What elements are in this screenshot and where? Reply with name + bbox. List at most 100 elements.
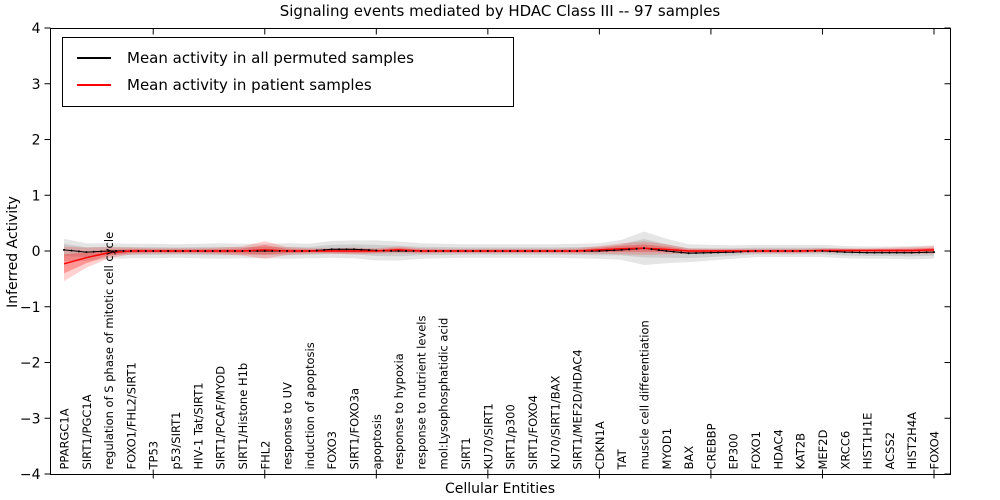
permuted-line-dot bbox=[442, 249, 445, 253]
permuted-line-dot bbox=[479, 249, 482, 253]
permuted-line-dot bbox=[144, 249, 147, 253]
permuted-line-dot bbox=[613, 249, 616, 252]
permuted-line-dot bbox=[538, 249, 541, 253]
permuted-line-dot bbox=[821, 249, 824, 253]
permuted-line-dot bbox=[241, 249, 244, 253]
permuted-line-dot bbox=[813, 249, 817, 253]
permuted-line-dot bbox=[910, 251, 913, 254]
y-tick-label: 2 bbox=[32, 133, 41, 149]
x-tick-label: PPARGC1A bbox=[58, 408, 72, 469]
legend-label-permuted: Mean activity in all permuted samples bbox=[127, 48, 414, 67]
permuted-line-dot bbox=[308, 249, 311, 253]
x-tick-label: SIRT1/FOXO4 bbox=[526, 395, 540, 470]
permuted-line-dot bbox=[293, 249, 296, 253]
x-tick-label: apoptosis bbox=[370, 414, 384, 469]
permuted-line-dot bbox=[509, 249, 512, 253]
permuted-line-dot bbox=[828, 250, 831, 253]
permuted-line-dot bbox=[851, 251, 854, 254]
permuted-line-dot bbox=[248, 249, 251, 253]
x-tick-label: FOXO1/FHL2/SIRT1 bbox=[124, 362, 138, 469]
permuted-line-dot bbox=[449, 249, 452, 253]
x-tick-label: mol:Lysophosphatidic acid bbox=[437, 318, 451, 470]
permuted-line-dot bbox=[546, 249, 549, 253]
permuted-line-dot bbox=[732, 251, 735, 254]
permuted-line-dot bbox=[338, 248, 341, 251]
permuted-line-dot bbox=[263, 249, 266, 253]
permuted-line-dot bbox=[464, 249, 467, 253]
legend-label-patient: Mean activity in patient samples bbox=[127, 75, 372, 94]
permuted-line-dot bbox=[761, 249, 765, 253]
y-tick-label: −2 bbox=[20, 356, 41, 372]
permuted-ci-band-inner bbox=[64, 239, 934, 259]
permuted-line-dot bbox=[747, 250, 750, 253]
permuted-line-dot bbox=[687, 252, 690, 255]
x-tick-label: BAX bbox=[682, 446, 696, 470]
permuted-line-dot bbox=[196, 249, 199, 253]
permuted-line-dot bbox=[843, 251, 846, 254]
permuted-line-dot bbox=[360, 248, 363, 251]
x-tick-label: response to UV bbox=[281, 382, 295, 470]
permuted-line-dot bbox=[427, 249, 430, 253]
y-tick-label: −1 bbox=[20, 300, 41, 316]
x-tick-label: SIRT1/p300 bbox=[504, 404, 518, 469]
permuted-line-dot bbox=[695, 251, 698, 255]
permuted-line-dot bbox=[181, 249, 185, 253]
permuted-line-dot bbox=[605, 249, 608, 252]
x-tick-label: FOXO1 bbox=[749, 431, 763, 469]
permuted-line-dot bbox=[583, 249, 586, 253]
permuted-line-dot bbox=[665, 249, 668, 253]
permuted-line-dot bbox=[77, 250, 80, 253]
x-tick-label: induction of apoptosis bbox=[303, 342, 317, 469]
permuted-line-dot bbox=[918, 251, 921, 254]
permuted-line-dot bbox=[724, 251, 727, 254]
x-tick-label: FHL2 bbox=[258, 441, 272, 470]
permuted-line-dot bbox=[62, 248, 66, 251]
x-tick-label: muscle cell differentiation bbox=[638, 320, 652, 469]
legend: Mean activity in all permuted samples Me… bbox=[62, 37, 514, 107]
permuted-line-dot bbox=[516, 249, 519, 253]
y-tick-label: 0 bbox=[32, 244, 41, 260]
permuted-line-dot bbox=[271, 249, 274, 253]
x-tick-label: FOXO3 bbox=[325, 431, 339, 469]
x-tick-label: SIRT1/PGC1A bbox=[80, 394, 94, 469]
permuted-line-dot bbox=[405, 249, 408, 253]
permuted-line-dot bbox=[390, 249, 393, 252]
x-tick-label: KU70/SIRT1/BAX bbox=[548, 376, 562, 470]
permuted-line-dot bbox=[888, 251, 891, 254]
permuted-line-dot bbox=[880, 251, 883, 254]
permuted-line-dot bbox=[278, 249, 281, 253]
permuted-line-dot bbox=[561, 249, 564, 253]
legend-entry-permuted: Mean activity in all permuted samples bbox=[63, 44, 513, 71]
x-tick-label: regulation of S phase of mitotic cell cy… bbox=[102, 232, 116, 470]
x-tick-label: XRCC6 bbox=[838, 431, 852, 470]
permuted-line-dot bbox=[233, 249, 237, 253]
permuted-line-dot bbox=[590, 249, 593, 253]
permuted-line-dot bbox=[375, 249, 378, 252]
permuted-line-dot bbox=[137, 249, 140, 253]
y-tick-label: −4 bbox=[20, 467, 41, 483]
permuted-ci-band-outer bbox=[64, 231, 934, 265]
legend-entry-patient: Mean activity in patient samples bbox=[63, 71, 513, 98]
permuted-line-dot bbox=[657, 249, 660, 252]
permuted-line-dot bbox=[167, 249, 170, 253]
permuted-line-dot bbox=[895, 251, 898, 254]
x-tick-label: SIRT1/Histone H1b bbox=[236, 363, 250, 470]
permuted-line-dot bbox=[576, 249, 579, 253]
permuted-line-dot bbox=[858, 251, 861, 254]
permuted-line-dot bbox=[152, 249, 155, 253]
permuted-line-dot bbox=[382, 249, 385, 252]
permuted-line-dot bbox=[680, 251, 683, 254]
x-tick-label: EP300 bbox=[727, 433, 741, 469]
permuted-line-dot bbox=[635, 247, 638, 250]
permuted-line-dot bbox=[866, 251, 869, 254]
permuted-line-dot bbox=[159, 249, 162, 253]
x-tick-label: TP53 bbox=[147, 441, 161, 471]
permuted-line-dot bbox=[754, 249, 757, 253]
permuted-line-dot bbox=[352, 248, 356, 251]
y-tick-label: 1 bbox=[32, 188, 41, 204]
chart-title: Signaling events mediated by HDAC Class … bbox=[279, 2, 721, 20]
permuted-line-dot bbox=[345, 248, 348, 251]
permuted-line-dot bbox=[330, 248, 333, 251]
